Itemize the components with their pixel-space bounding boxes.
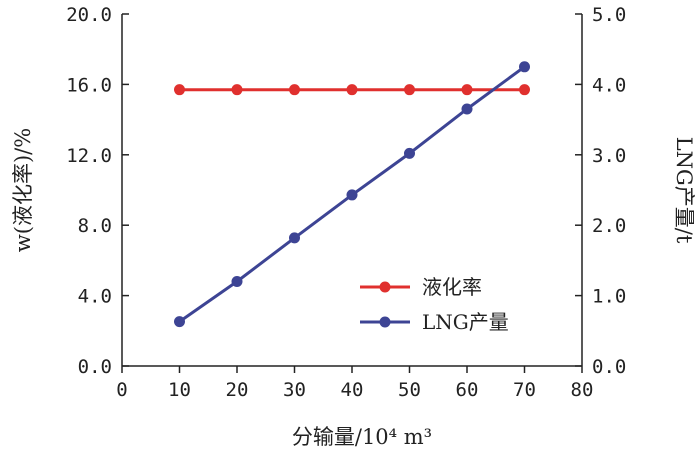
series-0-point [174, 84, 185, 96]
legend-label-1: LNG产量 [422, 310, 509, 334]
x-tick-label: 70 [513, 379, 536, 401]
y-right-tick-label: 5.0 [592, 4, 626, 26]
series-0-point [346, 84, 358, 96]
y-axis-left-label: w(液化率)/% [11, 128, 35, 252]
series-0-point [231, 84, 243, 96]
y-right-tick-label: 4.0 [592, 74, 626, 96]
x-tick-label: 80 [571, 379, 594, 401]
series-1-point [461, 103, 473, 115]
y-left-tick-label: 12.0 [66, 145, 112, 167]
x-tick-label: 20 [226, 379, 249, 401]
y-left-tick-label: 4.0 [78, 286, 112, 308]
x-tick-label: 10 [168, 379, 191, 401]
legend-label-0: 液化率 [422, 275, 482, 299]
x-tick-label: 30 [283, 379, 306, 401]
y-left-tick-label: 20.0 [66, 4, 112, 26]
series-0-point [289, 84, 300, 96]
series-1-point [231, 276, 243, 288]
series-1-point [289, 232, 300, 244]
y-axis-right-label: LNG产量/t [672, 137, 696, 244]
x-tick-label: 50 [398, 379, 421, 401]
y-left-tick-label: 16.0 [66, 74, 112, 96]
series-0-point [404, 84, 415, 96]
series-1-point [346, 189, 358, 201]
series-1-point [174, 316, 185, 328]
series-0-point [461, 84, 473, 96]
x-axis-label: 分输量/10⁴ m³ [292, 425, 432, 449]
series-0-point [519, 84, 530, 96]
series-1-point [404, 147, 415, 159]
x-tick-label: 0 [116, 379, 127, 401]
y-right-tick-label: 1.0 [592, 286, 626, 308]
y-right-tick-label: 3.0 [592, 145, 626, 167]
legend-marker-0 [379, 281, 391, 293]
series-1-point [519, 61, 530, 73]
legend-marker-1 [379, 316, 391, 328]
x-tick-label: 60 [456, 379, 479, 401]
y-right-tick-label: 0.0 [592, 356, 626, 378]
y-right-tick-label: 2.0 [592, 215, 626, 237]
y-left-tick-label: 0.0 [78, 356, 112, 378]
y-left-tick-label: 8.0 [78, 215, 112, 237]
x-tick-label: 40 [341, 379, 364, 401]
